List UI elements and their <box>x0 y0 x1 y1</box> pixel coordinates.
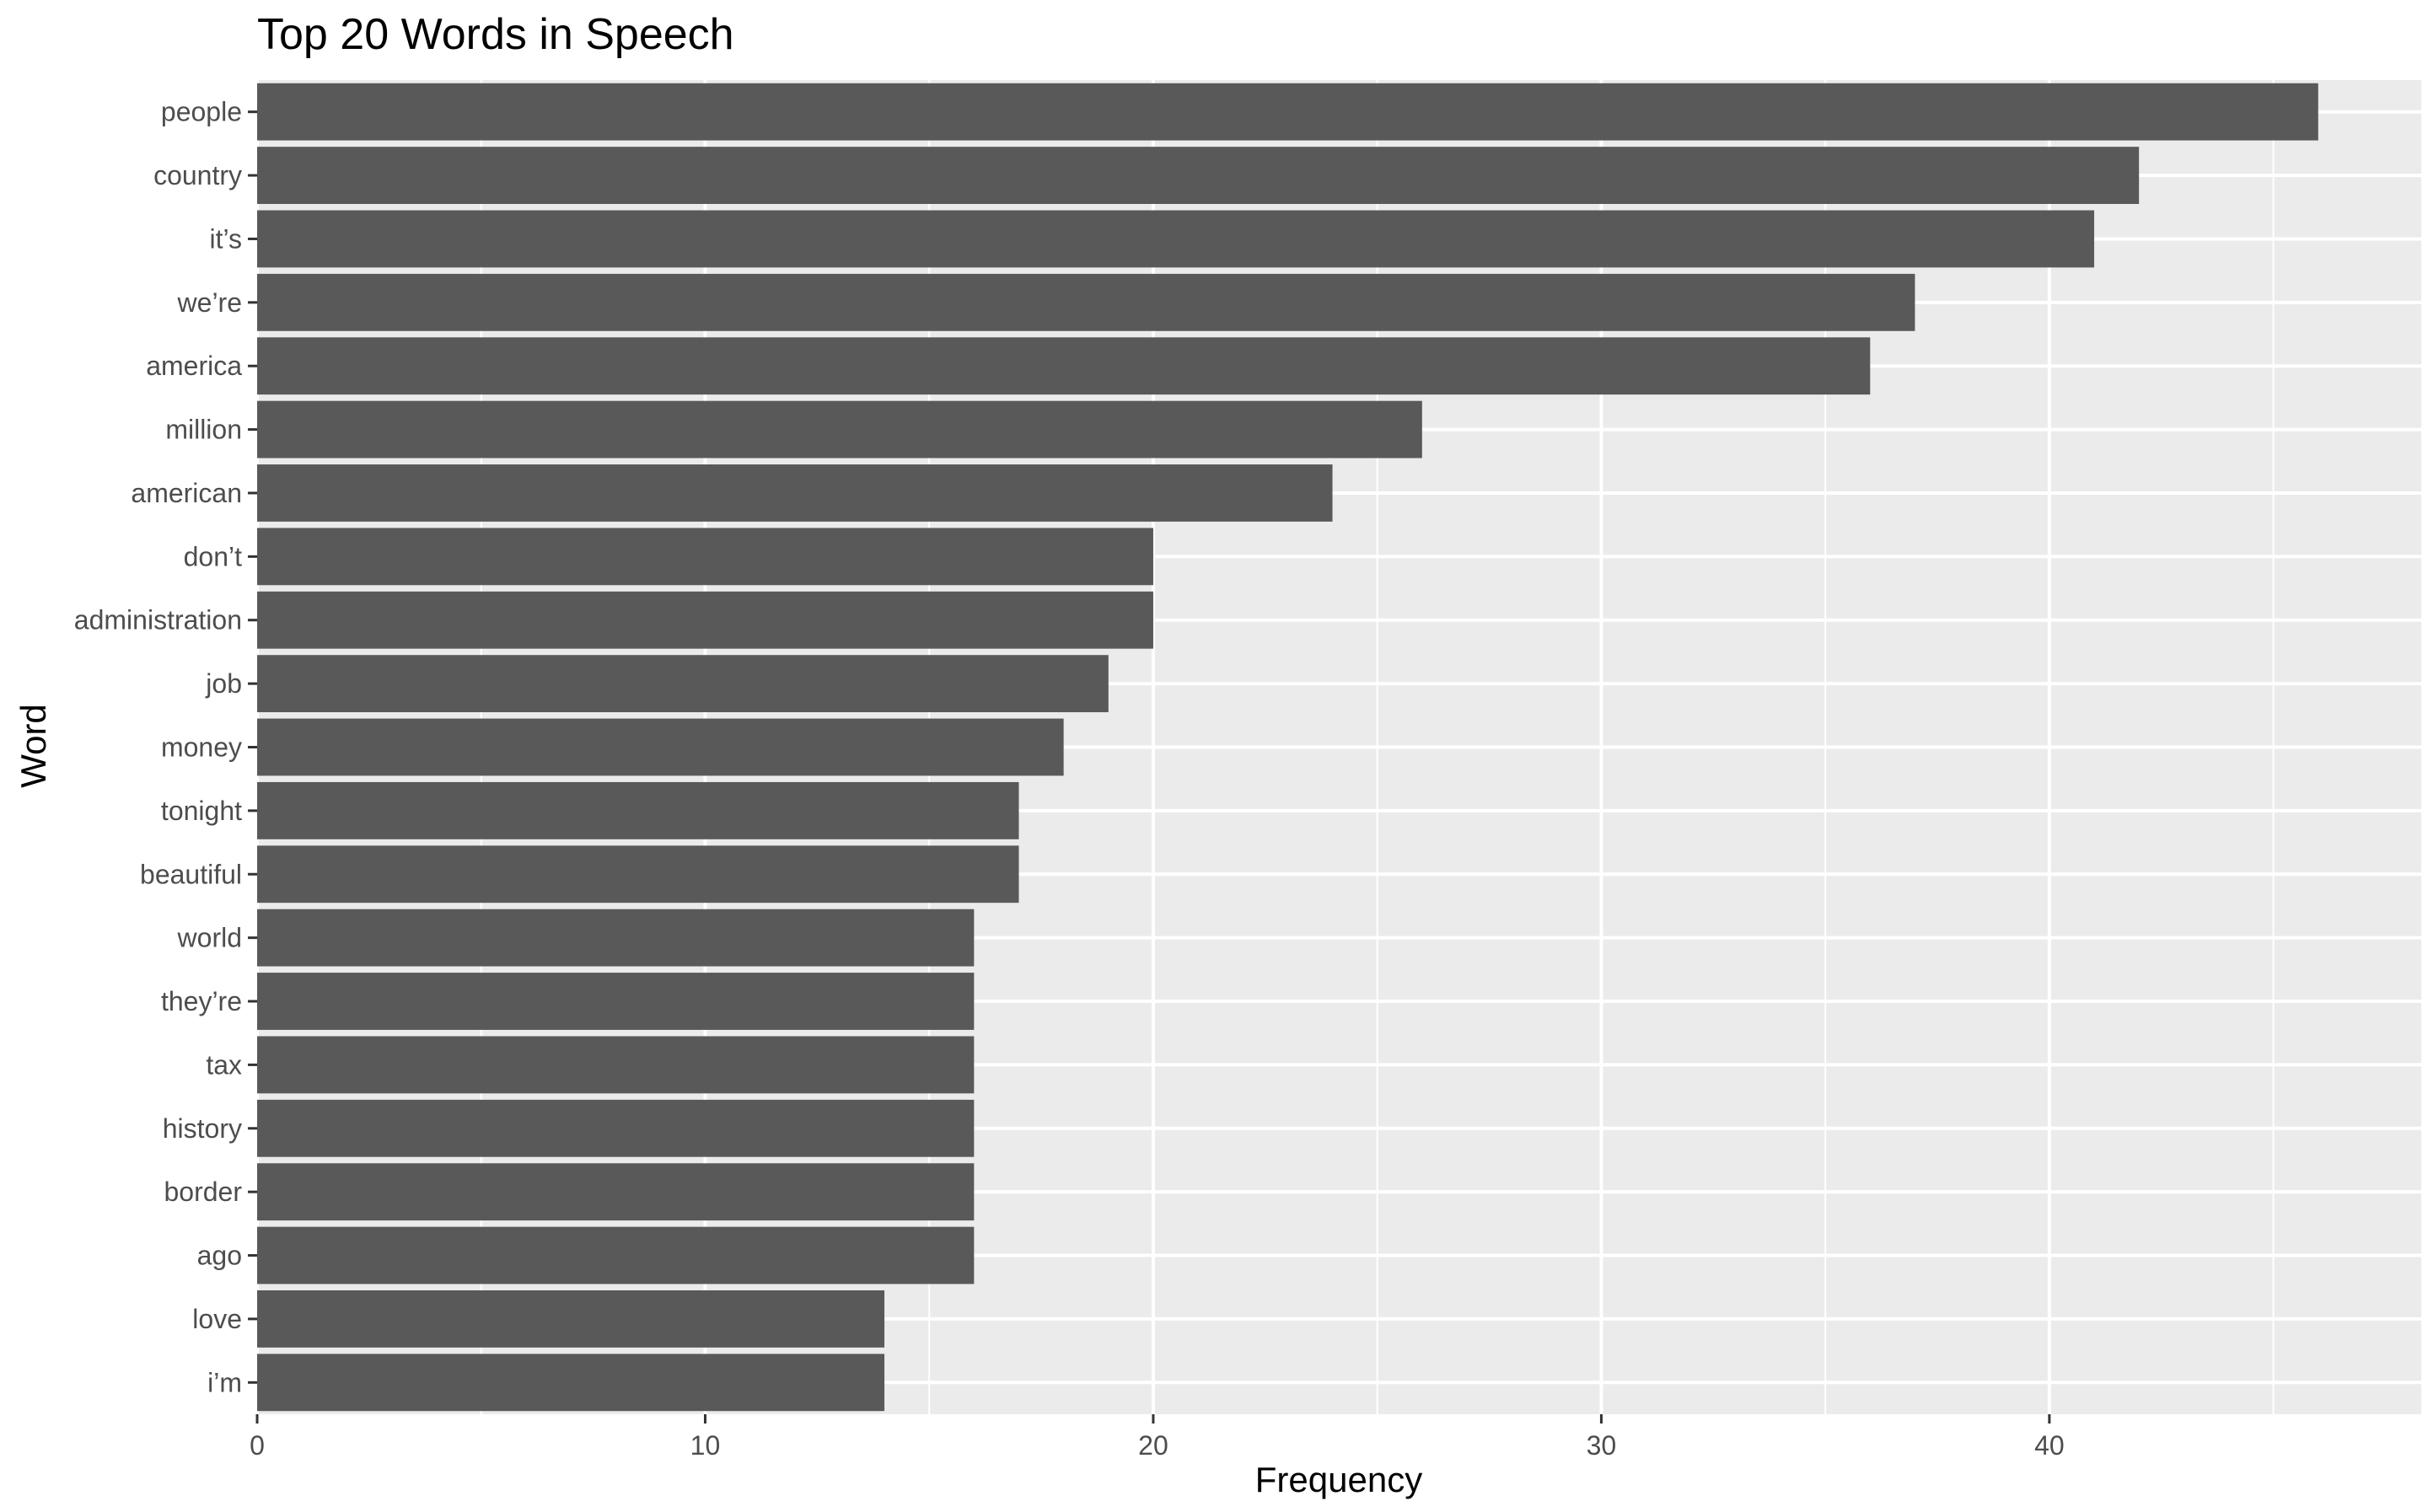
y-tick-label: million <box>165 415 242 445</box>
y-tick-label: job <box>205 668 242 699</box>
bar <box>257 845 1019 903</box>
y-tick-label: don’t <box>184 541 243 571</box>
y-tick-label: ago <box>197 1241 242 1271</box>
y-tick-label: country <box>153 160 242 190</box>
y-tick-label: they’re <box>161 986 242 1016</box>
bar <box>257 909 975 967</box>
bar <box>257 973 975 1030</box>
y-tick-label: beautiful <box>140 859 242 889</box>
bar <box>257 655 1109 713</box>
bar <box>257 1163 975 1221</box>
bar <box>257 1354 885 1412</box>
y-tick-label: world <box>177 923 242 953</box>
bar <box>257 591 1153 649</box>
x-tick-label: 30 <box>1587 1430 1617 1461</box>
y-tick-label: american <box>131 478 242 508</box>
y-tick-label: border <box>164 1177 243 1207</box>
x-tick-label: 10 <box>690 1430 721 1461</box>
bar <box>257 464 1333 522</box>
bar <box>257 1226 975 1284</box>
y-tick-label: i’m <box>207 1367 242 1397</box>
x-tick-label: 40 <box>2034 1430 2065 1461</box>
bar <box>257 1290 885 1348</box>
bar <box>257 337 1871 395</box>
bars <box>257 83 2318 1412</box>
y-axis-title: Word <box>13 704 53 788</box>
y-tick-label: america <box>146 351 242 381</box>
y-tick-label: love <box>192 1304 242 1334</box>
bar <box>257 718 1064 776</box>
bar <box>257 210 2095 268</box>
bar <box>257 528 1153 586</box>
bar <box>257 273 1915 331</box>
bar <box>257 83 2318 141</box>
bar <box>257 1099 975 1157</box>
y-tick-label: money <box>161 732 242 763</box>
x-tick-label: 20 <box>1138 1430 1168 1461</box>
y-tick-label: it’s <box>209 223 242 254</box>
x-axis-title: Frequency <box>1255 1460 1422 1499</box>
y-tick-label: people <box>161 97 242 127</box>
y-tick-label: administration <box>74 605 242 635</box>
y-axis: people country it’s we’re america million amer… <box>74 97 257 1397</box>
bar <box>257 147 2140 204</box>
bar <box>257 781 1019 839</box>
y-tick-label: we’re <box>177 287 242 318</box>
chart-title: Top 20 Words in Speech <box>257 10 734 59</box>
x-tick-label: 0 <box>250 1430 265 1461</box>
bar <box>257 1036 975 1094</box>
y-tick-label: tax <box>206 1049 242 1080</box>
y-tick-label: tonight <box>161 796 242 826</box>
bar <box>257 400 1422 458</box>
x-axis: 0 10 20 30 40 <box>250 1414 2065 1461</box>
y-tick-label: history <box>163 1113 242 1144</box>
